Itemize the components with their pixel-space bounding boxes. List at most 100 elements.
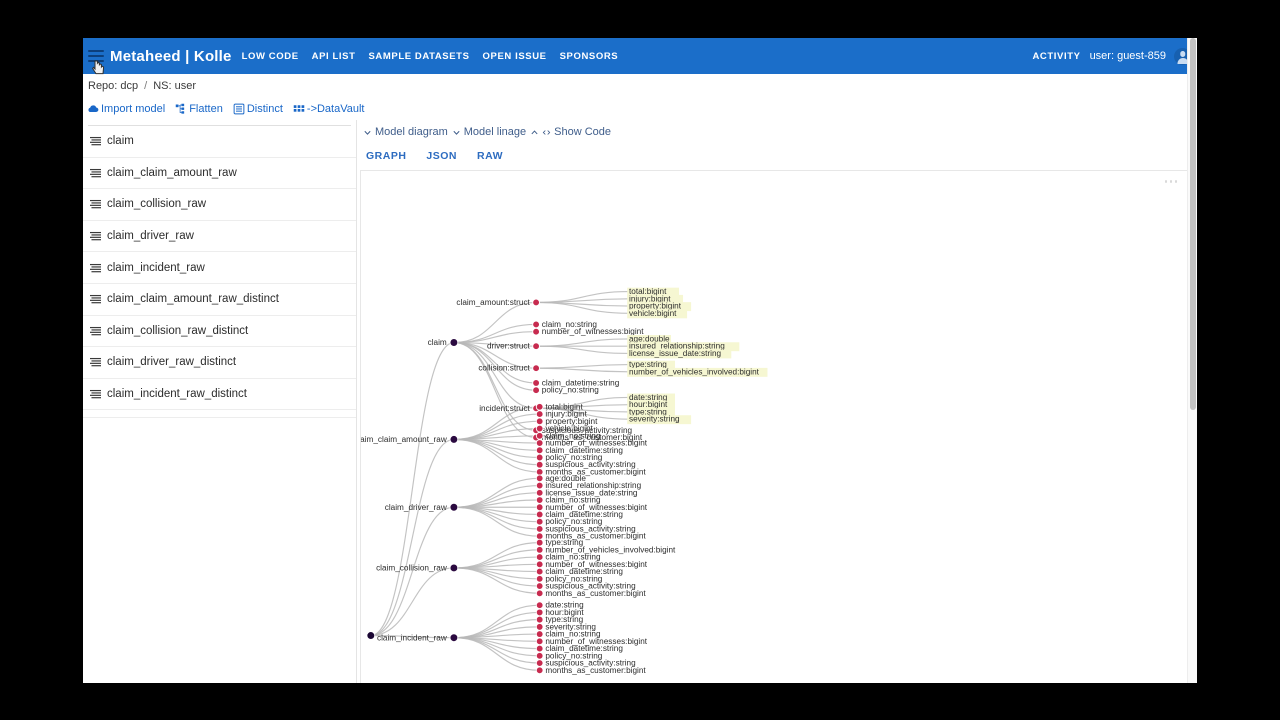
graph-node-field[interactable] — [535, 453, 544, 462]
graph-node-field[interactable] — [535, 651, 544, 660]
graph-node-field[interactable] — [532, 386, 540, 395]
model-list: claim claim_claim_amount_raw claim_collisi… — [83, 126, 356, 411]
graph-node-field[interactable] — [535, 402, 544, 411]
model-linage-selector[interactable]: Model linage — [452, 126, 526, 138]
model-tree-graph[interactable]: claimclaim_amount:structtotal:bigintinju… — [361, 171, 1189, 683]
graph-node-label: suspicious_activity:string — [545, 524, 636, 533]
graph-node-label: policy_no:string — [545, 453, 602, 462]
graph-node-field[interactable] — [535, 424, 544, 433]
graph-node-field[interactable] — [535, 431, 544, 440]
graph-canvas[interactable]: claim claim_amount:struct total:bigint inju… — [360, 170, 1190, 683]
more-options-icon[interactable] — [1164, 180, 1177, 183]
graph-node-field[interactable] — [535, 510, 544, 519]
graph-node-field[interactable] — [532, 298, 540, 307]
graph-node-field[interactable] — [532, 327, 540, 336]
activity-link[interactable]: ACTIVITY — [1032, 50, 1081, 62]
sidebar-item-claim-collision-raw[interactable]: claim_collision_raw — [83, 189, 356, 221]
sidebar-item-label: claim_claim_amount_raw — [107, 166, 237, 179]
graph-node-label: claim_collision_raw — [376, 564, 447, 573]
flatten-button[interactable]: Flatten — [175, 103, 223, 115]
graph-node-field[interactable] — [535, 517, 544, 526]
sidebar-item-claim-incident-raw-distinct[interactable]: claim_incident_raw_distinct — [83, 379, 356, 411]
graph-node-field[interactable] — [535, 659, 544, 667]
graph-node-field[interactable] — [535, 496, 544, 504]
nav-link-open-issue[interactable]: OPEN ISSUE — [482, 50, 547, 62]
graph-node-field[interactable] — [535, 666, 544, 675]
tab-raw[interactable]: RAW — [477, 150, 504, 162]
graph-node-model[interactable] — [449, 502, 459, 512]
graph-node-field[interactable] — [535, 567, 544, 576]
graph-node-field[interactable] — [535, 589, 544, 598]
nav-link-sample-datasets[interactable]: SAMPLE DATASETS — [368, 50, 470, 62]
graph-node-field[interactable] — [535, 417, 544, 426]
nav-link-low-code[interactable]: LOW CODE — [241, 50, 299, 62]
graph-node-field[interactable] — [532, 364, 540, 373]
sidebar-item-claim-claim-amount-raw[interactable]: claim_claim_amount_raw — [83, 158, 356, 190]
graph-node-field[interactable] — [535, 553, 544, 561]
tab-graph[interactable]: GRAPH — [366, 150, 407, 162]
top-app-bar: Metaheed | Kolle LOW CODE API LIST SAMPL… — [83, 38, 1197, 74]
graph-node-field[interactable] — [532, 379, 540, 387]
sidebar-item-claim-driver-raw-distinct[interactable]: claim_driver_raw_distinct — [83, 347, 356, 379]
graph-node-label: type:string — [629, 360, 667, 369]
graph-node-label: suspicious_activity:string — [542, 426, 633, 435]
graph-node-field[interactable] — [535, 525, 544, 533]
graph-node-field[interactable] — [535, 439, 544, 447]
sidebar-item-claim-incident-raw[interactable]: claim_incident_raw — [83, 252, 356, 284]
account-circle-icon[interactable] — [1174, 47, 1191, 65]
nav-link-sponsors[interactable]: SPONSORS — [559, 50, 619, 62]
breadcrumb-separator: / — [144, 80, 148, 92]
datavault-button[interactable]: ->DataVault — [293, 103, 364, 115]
graph-node-field[interactable] — [535, 546, 544, 554]
graph-node-field[interactable] — [535, 582, 544, 590]
graph-node-field[interactable] — [535, 637, 544, 646]
graph-node-field[interactable] — [535, 623, 544, 631]
graph-node-model[interactable] — [449, 563, 459, 573]
graph-node-field[interactable] — [535, 446, 544, 455]
graph-node-model[interactable] — [449, 633, 459, 643]
sidebar-item-claim[interactable]: claim — [83, 126, 356, 158]
graph-node-field[interactable] — [535, 503, 544, 512]
graph-node-field[interactable] — [535, 538, 544, 547]
sidebar-item-label: claim_incident_raw — [107, 261, 205, 274]
graph-node-label: number_of_vehicles_involved:bigint — [629, 367, 760, 376]
leaf-highlight — [627, 349, 732, 359]
nav-link-api-list[interactable]: API LIST — [311, 50, 356, 62]
graph-node-field[interactable] — [535, 601, 544, 610]
graph-node-label: suspicious_activity:string — [545, 659, 636, 668]
graph-node-model[interactable] — [449, 435, 459, 444]
graph-node-root-ns[interactable] — [366, 631, 376, 640]
graph-node-label: claim_datetime:string — [542, 378, 620, 387]
graph-node-field[interactable] — [535, 481, 544, 490]
graph-node-field[interactable] — [535, 608, 544, 617]
model-lines-icon — [90, 168, 101, 178]
graph-node-field[interactable] — [535, 574, 544, 583]
sidebar-item-claim-claim-amount-raw-distinct[interactable]: claim_claim_amount_raw_distinct — [83, 284, 356, 316]
tab-json[interactable]: JSON — [426, 150, 458, 162]
graph-node-field[interactable] — [535, 532, 544, 541]
model-lines-icon — [90, 137, 101, 146]
distinct-button[interactable]: Distinct — [233, 103, 283, 115]
graph-node-claim[interactable] — [449, 338, 459, 347]
graph-node-field[interactable] — [535, 474, 544, 483]
sidebar-item-claim-collision-raw-distinct[interactable]: claim_collision_raw_distinct — [83, 316, 356, 348]
graph-node-field[interactable] — [535, 468, 544, 476]
vertical-scrollbar-thumb[interactable] — [1190, 38, 1196, 410]
vertical-scrollbar[interactable] — [1187, 38, 1197, 683]
sidebar-item-claim-driver-raw[interactable]: claim_driver_raw — [83, 221, 356, 253]
breadcrumb-repo[interactable]: Repo: dcp — [88, 80, 139, 92]
import-model-button[interactable]: Import model — [87, 103, 165, 115]
graph-node-field[interactable] — [535, 615, 544, 624]
breadcrumb-namespace[interactable]: NS: user — [153, 80, 197, 92]
graph-node-field[interactable] — [535, 644, 544, 653]
cloud-upload-icon — [88, 105, 99, 113]
graph-node-field[interactable] — [532, 320, 540, 329]
graph-node-field[interactable] — [535, 560, 544, 569]
graph-node-field[interactable] — [535, 410, 544, 418]
graph-node-field[interactable] — [532, 342, 540, 351]
graph-node-field[interactable] — [535, 488, 544, 497]
show-code-toggle[interactable]: Show Code — [530, 126, 611, 138]
model-diagram-selector[interactable]: Model diagram — [363, 126, 448, 138]
graph-node-field[interactable] — [535, 460, 544, 469]
graph-node-field[interactable] — [535, 630, 544, 638]
